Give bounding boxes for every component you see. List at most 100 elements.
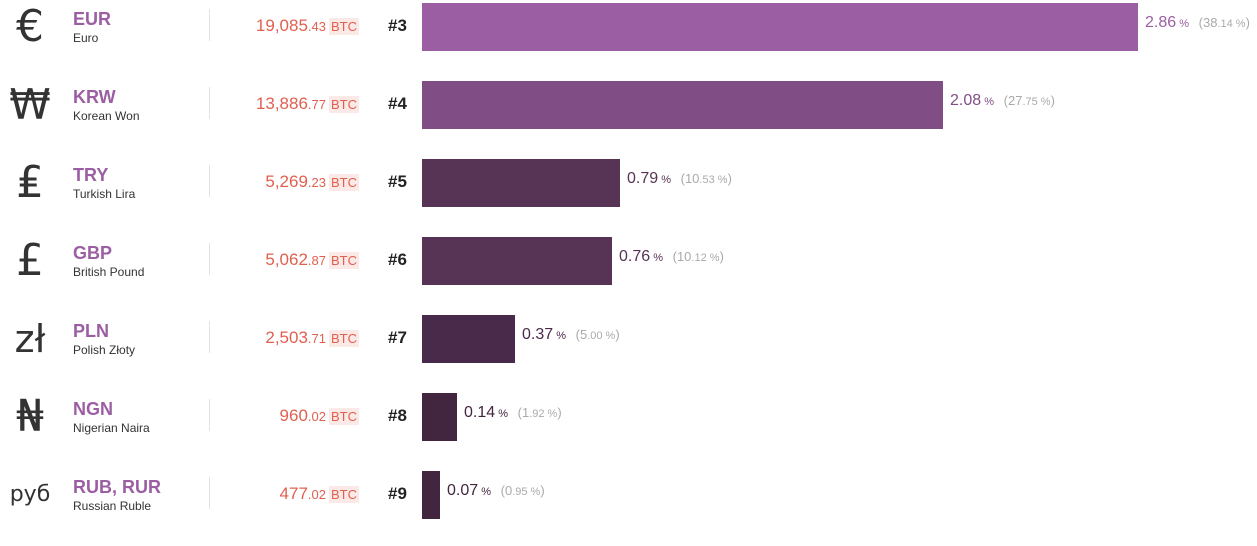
rank-label: #6 [388,250,407,269]
naira-sign-icon: ₦ [16,391,44,442]
volume-decimal: .23 [307,175,326,190]
market-share-label: 2.08 % (27.75 %) [950,92,1055,110]
euro-sign-icon: € [16,1,44,52]
currency-row[interactable]: zł PLN Polish Złoty 2,503.71 BTC #7 0.37 … [0,312,1257,390]
lira-sign-icon: ₤ [16,157,44,208]
currency-code[interactable]: TRY [73,165,109,185]
share-secondary-decimal: .14 [1217,18,1233,30]
currency-row[interactable]: ₦ NGN Nigerian Naira 960.02 BTC #8 0.14 %… [0,390,1257,468]
market-share-bar[interactable] [422,81,943,129]
share-secondary-percent-sign: % [706,252,720,264]
volume-decimal: .02 [307,487,326,502]
currency-name: Euro [73,31,99,45]
currency-code[interactable]: RUB, RUR [73,477,161,497]
currency-name: Polish Złoty [73,343,136,357]
volume-integer: 5,062 [265,250,308,269]
share-secondary-integer: 10 [676,249,692,264]
share-secondary: (10.53 %) [680,171,732,186]
currency-name: Turkish Lira [73,187,136,201]
share-secondary-percent-sign: % [544,408,558,420]
volume-unit: BTC [329,408,359,425]
share-secondary: (5.00 %) [575,327,620,342]
column-divider [209,243,210,275]
volume-unit: BTC [329,330,359,347]
market-share-label: 0.07 % (0.95 %) [447,482,545,500]
share-integer: 0. [464,404,478,421]
share-secondary: (10.12 %) [672,249,724,264]
share-decimal: 79 [640,170,659,187]
trade-volume: 477.02 BTC [280,484,359,504]
share-secondary-decimal: .53 [699,174,715,186]
currency-row[interactable]: ₩ KRW Korean Won 13,886.77 BTC #4 2.08 % … [0,78,1257,156]
currency-code[interactable]: GBP [73,243,113,263]
share-integer: 0. [619,248,633,265]
volume-integer: 19,085 [255,16,308,35]
market-share-bar[interactable] [422,237,612,285]
currency-name: Russian Ruble [73,499,152,513]
volume-decimal: .71 [307,331,326,346]
currency-row[interactable]: € EUR Euro 19,085.43 BTC #3 2.86 % (38.14… [0,0,1257,78]
share-integer: 2 [1145,14,1154,31]
rank-label: #7 [388,328,407,347]
rank-label: #9 [388,484,407,503]
trade-volume: 2,503.71 BTC [265,328,359,348]
share-secondary-decimal: .92 [529,408,545,420]
share-secondary-decimal: .95 [512,486,528,498]
share-percent-sign: % [658,174,671,186]
column-divider [209,321,210,353]
volume-unit: BTC [329,96,359,113]
share-percent-sign: % [553,330,566,342]
market-share-bar[interactable] [422,471,440,519]
column-divider [209,477,210,509]
share-decimal: 37 [535,326,554,343]
volume-integer: 13,886 [255,94,308,113]
market-share-bar[interactable] [422,393,457,441]
currency-code[interactable]: EUR [73,9,112,29]
share-decimal: .08 [958,92,982,109]
volume-decimal: .43 [307,19,326,34]
rank-label: #8 [388,406,407,425]
share-decimal: .86 [1153,14,1177,31]
share-secondary-integer: 27 [1007,93,1023,108]
share-percent-sign: % [478,486,491,498]
won-sign-icon: ₩ [9,80,51,129]
market-share-bar[interactable] [422,315,515,363]
rank-label: #4 [388,94,407,113]
share-integer: 0.0 [447,482,470,499]
share-integer: 0. [627,170,641,187]
share-secondary-integer: 10 [684,171,700,186]
share-secondary-percent-sign: % [1037,96,1051,108]
currency-row[interactable]: ₤ TRY Turkish Lira 5,269.23 BTC #5 0.79 %… [0,156,1257,234]
currency-code[interactable]: KRW [73,87,116,107]
currency-row[interactable]: руб RUB, RUR Russian Ruble 477.02 BTC #9 … [0,468,1257,546]
column-divider [209,399,210,431]
column-divider [209,9,210,41]
currency-code[interactable]: NGN [73,399,113,419]
currency-name: Nigerian Naira [73,421,150,435]
volume-decimal: .77 [307,97,326,112]
share-secondary-decimal: .12 [691,252,707,264]
currency-code[interactable]: PLN [73,321,109,341]
currency-row[interactable]: £ GBP British Pound 5,062.87 BTC #6 0.76 … [0,234,1257,312]
volume-integer: 2,503 [265,328,308,347]
share-secondary: (1.92 %) [517,405,562,420]
share-percent-sign: % [1176,18,1189,30]
share-secondary: (27.75 %) [1003,93,1055,108]
zloty-sign-icon: zł [14,317,46,361]
share-decimal: 14 [477,404,496,421]
share-secondary-percent-sign: % [714,174,728,186]
volume-unit: BTC [329,486,359,503]
market-share-bar[interactable] [422,159,620,207]
share-integer: 2 [950,92,959,109]
trade-volume: 960.02 BTC [280,406,359,426]
share-integer: 0. [522,326,536,343]
trade-volume: 5,269.23 BTC [265,172,359,192]
market-share-bar[interactable] [422,3,1138,51]
column-divider [209,87,210,119]
share-secondary-percent-sign: % [1232,18,1246,30]
share-secondary-integer: 0 [504,483,513,498]
share-secondary-integer: 1 [521,405,530,420]
ruble-sign-icon: руб [9,482,51,507]
volume-decimal: .02 [307,409,326,424]
volume-unit: BTC [329,18,359,35]
